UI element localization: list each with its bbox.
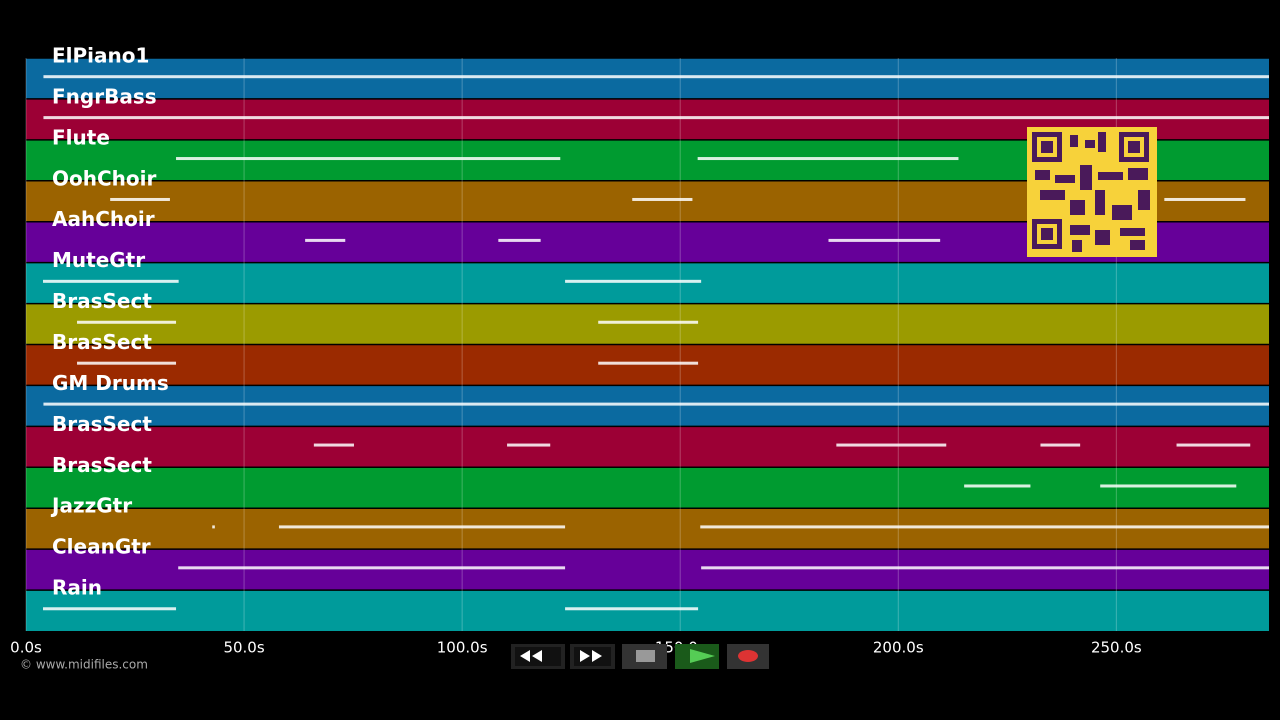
track-label: MuteGtr <box>52 248 145 272</box>
note-segment <box>43 75 1270 79</box>
track-label: JazzGtr <box>50 494 132 518</box>
track-label: FngrBass <box>52 84 157 108</box>
track-label: BrasSect <box>52 289 152 313</box>
labels: ElPiano1 FngrBass Flute OohChoir AahChoir Mut… <box>10 44 1142 657</box>
time-tick-label: 50.0s <box>223 639 264 657</box>
track-row <box>26 590 1269 631</box>
track-label: BrasSect <box>52 453 152 477</box>
notes <box>43 75 1270 611</box>
track-row <box>26 262 1269 304</box>
note-segment <box>178 566 566 570</box>
note-segment <box>43 402 1270 406</box>
track-row <box>26 303 1269 345</box>
play-button[interactable] <box>675 644 719 669</box>
track-row <box>26 549 1269 591</box>
note-segment <box>697 157 959 161</box>
note-segment <box>77 361 177 365</box>
fast-forward-button[interactable] <box>570 644 615 669</box>
track-label: CleanGtr <box>52 535 151 559</box>
note-segment <box>598 320 699 324</box>
note-segment <box>632 197 693 201</box>
track-label: AahChoir <box>52 207 155 231</box>
track-label: BrasSect <box>52 412 152 436</box>
track-row <box>26 58 1269 99</box>
note-segment <box>43 607 177 611</box>
note-segment <box>43 116 1270 120</box>
track-label: GM Drums <box>52 371 169 395</box>
track-row <box>26 467 1269 509</box>
note-segment <box>1040 443 1081 447</box>
note-segment <box>828 238 941 242</box>
time-tick-label: 250.0s <box>1091 639 1142 657</box>
time-tick-label: 100.0s <box>437 639 488 657</box>
note-segment <box>77 320 177 324</box>
stop-button[interactable] <box>622 644 667 669</box>
note-segment <box>1100 484 1237 488</box>
note-segment <box>176 157 561 161</box>
rewind-button[interactable] <box>511 644 565 669</box>
track-label: Rain <box>52 576 102 600</box>
transport-controls <box>511 644 769 669</box>
note-segment <box>313 443 354 447</box>
time-tick-label: 0.0s <box>10 639 42 657</box>
note-segment <box>507 443 551 447</box>
track-row <box>26 426 1269 468</box>
track-label: BrasSect <box>52 330 152 354</box>
note-segment <box>700 525 1269 529</box>
note-segment <box>701 566 1269 570</box>
track-row <box>26 385 1269 427</box>
qr-code <box>1027 127 1157 257</box>
track-label: ElPiano1 <box>52 44 149 68</box>
note-segment <box>212 525 215 529</box>
note-segment <box>1176 443 1251 447</box>
note-segment <box>498 238 541 242</box>
note-segment <box>43 279 179 283</box>
note-segment <box>305 238 346 242</box>
note-segment <box>1164 197 1246 201</box>
track-row <box>26 344 1269 386</box>
note-segment <box>836 443 947 447</box>
note-segment <box>598 361 699 365</box>
track-label: OohChoir <box>52 166 156 190</box>
track-label: Flute <box>52 125 110 149</box>
track-row <box>26 508 1269 550</box>
note-segment <box>110 197 170 201</box>
note-segment <box>565 279 702 283</box>
note-segment <box>565 607 699 611</box>
note-segment <box>964 484 1031 488</box>
note-segment <box>278 525 566 529</box>
record-button[interactable] <box>727 644 769 669</box>
time-tick-label: 200.0s <box>873 639 924 657</box>
copyright: © www.midifiles.com <box>20 658 148 672</box>
